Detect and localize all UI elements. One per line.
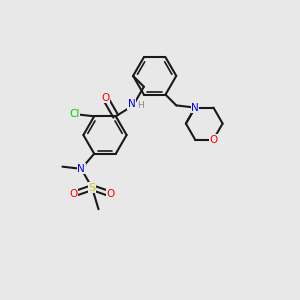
Text: O: O [107, 189, 115, 199]
Text: S: S [88, 183, 96, 193]
Text: N: N [128, 99, 136, 109]
Text: O: O [101, 92, 109, 103]
Text: O: O [69, 189, 77, 199]
Text: H: H [137, 101, 144, 110]
Text: N: N [77, 164, 85, 174]
Text: N: N [191, 103, 199, 112]
Text: Cl: Cl [70, 109, 80, 119]
Text: O: O [209, 134, 217, 145]
